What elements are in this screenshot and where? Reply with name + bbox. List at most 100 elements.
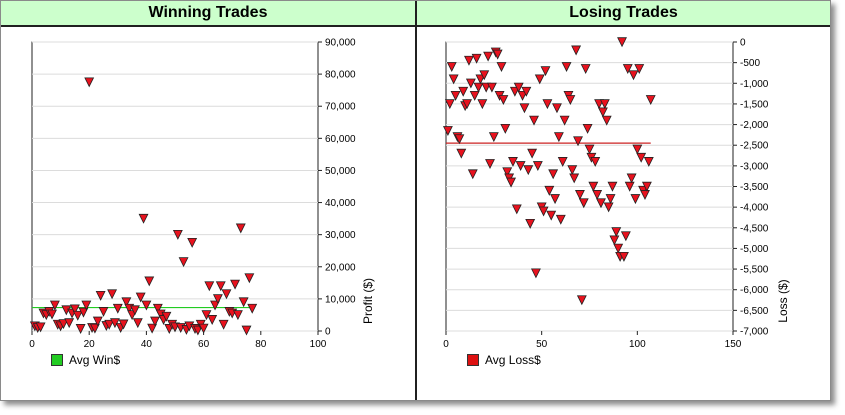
- loss-trade-point: [464, 55, 474, 66]
- win-trade-point: [235, 223, 246, 234]
- loss-trade-point: [603, 202, 614, 213]
- win-trade-point: [187, 237, 198, 248]
- loss-y-tick-label: -6,000: [740, 285, 769, 296]
- loss-trade-point: [454, 134, 465, 145]
- loss-trade-point: [530, 268, 541, 279]
- loss-y-tick-label: -500: [740, 58, 760, 69]
- loss-trade-point: [624, 181, 635, 192]
- loss-trade-point: [640, 190, 650, 200]
- loss-trade-point: [548, 169, 559, 180]
- loss-trade-point: [477, 99, 488, 110]
- winning-trades-chart: 0 10,000 20,000 30,000 40,000 50,000 60,000 70,…: [29, 38, 375, 348]
- winning-trades-panel: Winning Trades 0 10,000 20,000 30,000 40,000…: [1, 1, 417, 400]
- loss-trade-point: [607, 181, 618, 192]
- win-trade-point: [98, 307, 109, 317]
- win-trade-point: [221, 289, 232, 300]
- win-trade-point: [232, 310, 243, 321]
- loss-trade-point: [569, 173, 580, 184]
- loss-trade-point: [561, 62, 572, 72]
- loss-trade-point: [634, 64, 645, 75]
- loss-trade-point: [544, 185, 555, 196]
- win-trade-point: [58, 319, 69, 330]
- win-x-tick-label: 40: [141, 339, 153, 347]
- win-trade-point: [78, 307, 89, 318]
- losing-trades-title: Losing Trades: [417, 1, 830, 27]
- loss-trade-point: [596, 198, 606, 209]
- loss-y-tick-label: -1,000: [740, 79, 769, 90]
- loss-trade-point: [496, 62, 507, 72]
- loss-trade-point: [515, 161, 526, 172]
- loss-trade-point: [465, 78, 476, 89]
- loss-trade-point: [471, 53, 482, 64]
- win-x-tick-label: 80: [255, 339, 267, 347]
- loss-x-tick-label: 50: [536, 339, 548, 347]
- win-trade-point: [144, 276, 155, 287]
- loss-trade-point: [492, 49, 503, 60]
- losing-trades-panel: Losing Trades 0 -500 -1,000 -1,500 -2,000 -2,…: [417, 1, 830, 400]
- loss-trade-point: [605, 194, 616, 205]
- win-trade-point: [152, 303, 163, 314]
- win-trade-point: [161, 311, 172, 322]
- loss-trade-point: [448, 74, 459, 85]
- loss-trade-point: [546, 210, 557, 221]
- loss-trade-point: [567, 165, 578, 176]
- loss-trade-point: [636, 152, 647, 163]
- avg-win-legend-label: Avg Win$: [69, 353, 121, 367]
- loss-trade-point: [502, 167, 513, 178]
- loss-trade-point: [532, 161, 543, 172]
- loss-trade-point: [519, 103, 530, 114]
- loss-trade-point: [444, 99, 455, 110]
- loss-trade-point: [488, 132, 499, 143]
- win-trade-point: [135, 292, 146, 303]
- loss-trade-point: [580, 64, 591, 75]
- loss-trade-point: [618, 251, 629, 262]
- win-x-tick-label: 100: [310, 339, 327, 347]
- win-y-tick-label: 50,000: [325, 166, 356, 177]
- win-trade-point: [75, 324, 86, 334]
- loss-y-tick-label: -4,500: [740, 223, 769, 234]
- chart-frame: Winning Trades 0 10,000 20,000 30,000 40,000…: [0, 0, 831, 401]
- loss-trade-point: [513, 82, 524, 93]
- win-trade-point: [244, 273, 255, 284]
- win-y-tick-label: 70,000: [325, 102, 356, 113]
- win-y-tick-label: 40,000: [325, 198, 356, 209]
- win-x-tick-label: 60: [198, 339, 210, 347]
- win-trade-point: [121, 297, 132, 308]
- loss-trade-point: [529, 115, 539, 126]
- win-trade-point: [138, 213, 149, 224]
- loss-trade-point: [609, 235, 620, 246]
- loss-trade-point: [552, 103, 562, 114]
- avg-win-swatch: [51, 354, 63, 366]
- loss-trade-point: [540, 66, 551, 77]
- loss-trade-point: [578, 198, 589, 209]
- loss-trade-point: [523, 165, 534, 176]
- avg-loss-swatch: [467, 354, 479, 366]
- loss-y-tick-label: 0: [740, 38, 746, 49]
- loss-y-tick-label: -3,000: [740, 161, 769, 172]
- loss-trade-point: [565, 95, 576, 105]
- win-trade-point: [230, 279, 241, 290]
- losing-trades-chart: 0 -500 -1,000 -1,500 -2,000 -2,500 -3,000 -3,50…: [442, 37, 790, 347]
- win-trade-point: [49, 300, 60, 311]
- win-y-tick-label: 20,000: [325, 262, 356, 273]
- loss-trade-point: [573, 136, 583, 147]
- win-y-tick-label: 30,000: [325, 230, 356, 241]
- loss-trade-point: [506, 177, 517, 188]
- win-trade-point: [238, 297, 249, 308]
- loss-trade-point: [571, 45, 582, 56]
- loss-trade-point: [462, 99, 472, 110]
- win-trade-point: [212, 294, 223, 305]
- loss-trade-point: [553, 132, 564, 143]
- loss-trade-point: [508, 157, 518, 167]
- loss-y-tick-label: -5,500: [740, 265, 769, 276]
- loss-y-tick-label: -2,500: [740, 141, 769, 152]
- win-trade-point: [147, 323, 158, 334]
- win-trade-point: [132, 318, 143, 329]
- loss-trade-point: [622, 64, 633, 75]
- winning-legend: Avg Win$: [51, 353, 120, 367]
- loss-trade-point: [538, 206, 549, 217]
- loss-trade-point: [450, 90, 461, 101]
- loss-trade-point: [584, 144, 595, 155]
- loss-trade-point: [617, 37, 627, 48]
- loss-trade-point: [469, 90, 480, 101]
